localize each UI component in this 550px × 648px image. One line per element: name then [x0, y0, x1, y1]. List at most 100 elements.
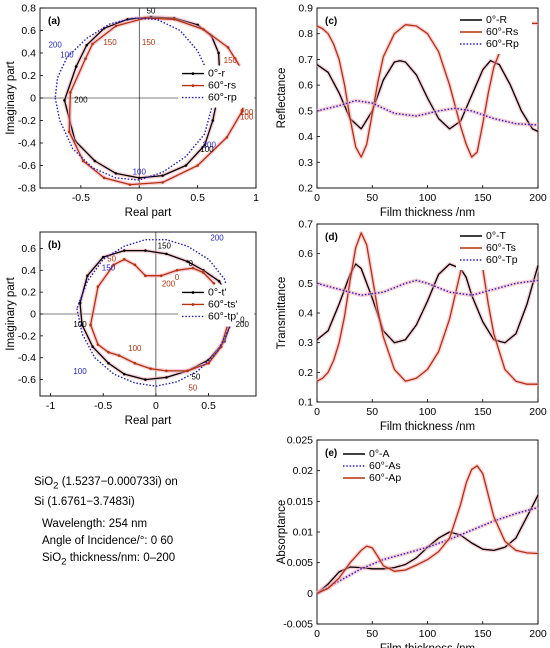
series-line — [316, 465, 539, 594]
info-line-substrate: Si (1.6761−3.7483i) — [34, 496, 135, 509]
y-tick-label: -0.4 — [18, 352, 36, 364]
series-marker — [80, 323, 84, 327]
legend-box — [178, 65, 254, 108]
y-tick-label: 0.8 — [298, 28, 313, 40]
series-marker — [207, 361, 210, 365]
y-tick-label: 0.6 — [21, 243, 36, 255]
y-tick-label: 0.7 — [298, 54, 313, 66]
x-tick-label: 0.5 — [190, 192, 205, 204]
y-tick-label: 0 — [30, 309, 36, 321]
series-marker — [107, 361, 110, 365]
x-tick-label: 0 — [314, 192, 320, 204]
series-marker — [219, 345, 223, 349]
x-tick-label: 200 — [529, 628, 547, 640]
x-tick-label: 50 — [366, 406, 378, 418]
series-marker — [112, 263, 116, 267]
series-marker — [122, 249, 126, 252]
series-glow — [316, 505, 539, 596]
legend-label: 60°-ts' — [208, 298, 238, 310]
y-tick-label: 0.4 — [21, 265, 36, 277]
legend-box — [178, 284, 254, 327]
info-thickness-material: SiO — [42, 552, 62, 565]
series-marker — [159, 274, 163, 278]
panel-label: (a) — [48, 16, 60, 27]
panel-0 — [39, 7, 257, 189]
y-axis-label: Absorptance — [276, 500, 288, 565]
series-marker — [186, 369, 189, 373]
x-axis-label: Film thickness /nm — [380, 421, 475, 433]
thickness-annotation: 150 — [103, 38, 117, 47]
series-marker — [212, 282, 216, 285]
info-angle: Angle of Incidence/°: 0 60 — [42, 535, 174, 548]
y-tick-label: -0.6 — [18, 160, 36, 172]
x-tick-label: -0.5 — [94, 400, 112, 412]
y-tick-label: 0.6 — [21, 25, 36, 37]
y-tick-label: 0.6 — [298, 80, 313, 92]
series-marker — [133, 263, 137, 267]
series-marker — [202, 28, 205, 31]
series-marker — [165, 252, 168, 256]
x-axis-label: Real part — [125, 415, 172, 427]
thickness-annotation: 50 — [107, 255, 116, 264]
y-tick-label: -0.8 — [18, 183, 36, 195]
x-tick-label: 100 — [419, 628, 437, 640]
series-marker — [86, 274, 89, 278]
series-marker — [144, 274, 147, 278]
x-tick-label: 0 — [136, 192, 142, 204]
legend-label: 60°-As — [369, 460, 401, 472]
series-line — [316, 60, 539, 132]
legend-marker — [191, 84, 195, 87]
legend-label: 60°-tp' — [208, 310, 238, 322]
series-marker — [63, 98, 66, 102]
legend-label: 60°-Ap — [369, 472, 401, 484]
series-marker — [96, 285, 100, 288]
x-tick-label: 50 — [366, 628, 378, 640]
legend-label: 60°-rp — [208, 92, 237, 104]
y-tick-label: 0.6 — [298, 248, 313, 260]
info-panel: SiO2 (1.5237−0.000733i) on Si (1.6761−3.… — [34, 474, 274, 571]
legend-box — [339, 446, 415, 488]
series-marker — [196, 164, 199, 167]
legend-label: 0°-R — [486, 14, 508, 26]
panel-2 — [315, 7, 539, 189]
thickness-annotation: 100 — [240, 112, 254, 121]
series-marker — [226, 46, 230, 49]
thickness-annotation: 100 — [133, 168, 147, 177]
series-marker — [144, 378, 147, 381]
x-tick-label: 150 — [474, 628, 492, 640]
series-marker — [67, 130, 71, 134]
x-axis-label: Real part — [125, 207, 172, 219]
series-marker — [85, 43, 89, 47]
info-thickness: SiO2 thickness/nm: 0–200 — [42, 550, 274, 570]
panel-label: (b) — [48, 240, 61, 251]
thickness-annotation: 100 — [200, 145, 214, 154]
thickness-annotation: 100 — [128, 344, 142, 353]
y-tick-label: 0.005 — [287, 557, 313, 569]
series-marker — [149, 367, 152, 370]
panel-3 — [315, 223, 540, 403]
thickness-annotation: 50 — [188, 384, 197, 393]
series-marker — [186, 260, 189, 263]
panel-4 — [315, 439, 540, 625]
legend-label: 60°-Ts — [486, 242, 516, 254]
y-axis-label: Reflectance — [276, 68, 288, 129]
legend-box — [456, 12, 532, 54]
series-marker — [96, 343, 100, 346]
series-marker — [202, 271, 205, 274]
legend-marker — [191, 291, 195, 294]
series-marker — [133, 361, 137, 365]
series-marker — [91, 42, 94, 46]
y-tick-label: 0.015 — [287, 496, 313, 508]
y-axis-label: Imaginary part — [5, 60, 17, 134]
series-marker — [144, 249, 147, 252]
series-marker — [211, 119, 215, 122]
series-marker — [217, 279, 221, 283]
y-tick-label: 0.4 — [21, 48, 36, 60]
y-axis-label: Transmittance — [276, 277, 288, 349]
series-marker — [93, 159, 97, 163]
series-marker — [126, 17, 129, 21]
thickness-annotation: 50 — [191, 373, 200, 382]
series-marker — [122, 372, 126, 376]
